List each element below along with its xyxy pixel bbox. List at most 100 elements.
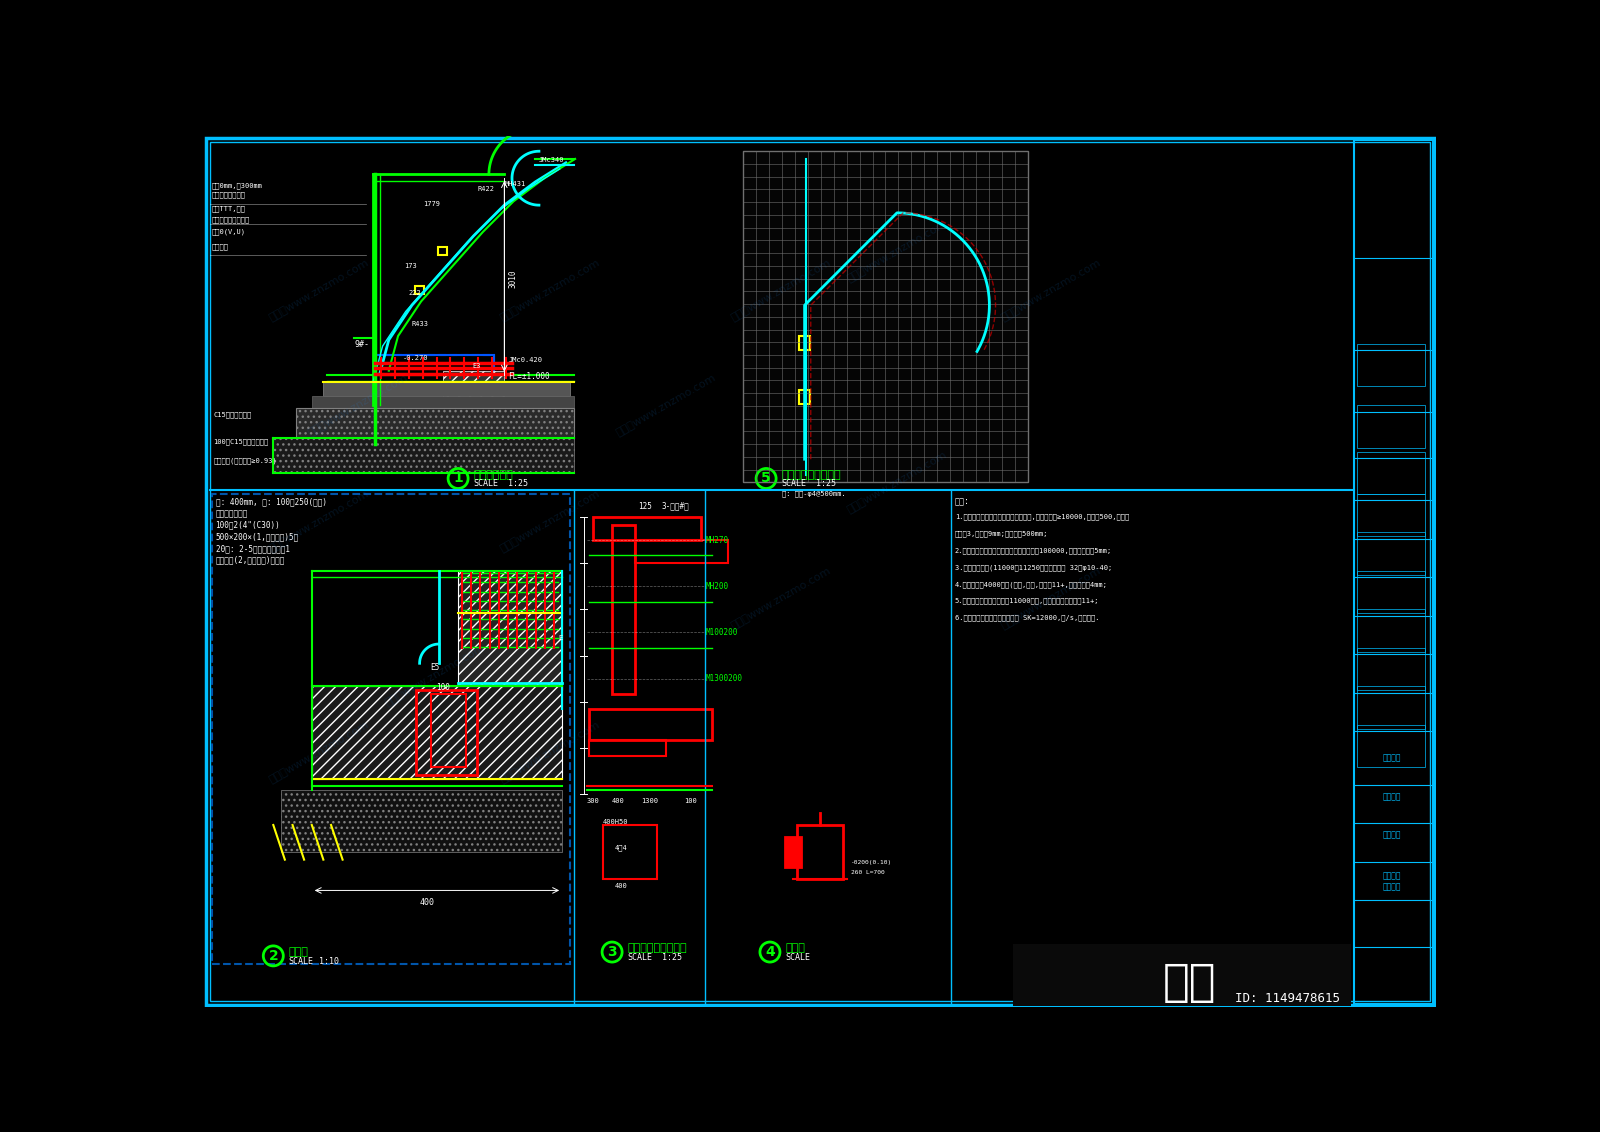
Text: 景观总平: 景观总平	[1382, 754, 1402, 763]
Text: 知未网www.znzmo.com: 知未网www.znzmo.com	[730, 565, 834, 631]
Text: 单边坡截面图: 单边坡截面图	[474, 470, 514, 480]
Bar	[800, 336, 810, 350]
Bar	[797, 825, 843, 878]
Text: 400H50: 400H50	[603, 818, 629, 825]
Text: SCALE: SCALE	[627, 953, 653, 962]
Bar	[589, 710, 712, 740]
Text: 粒径0(V,U): 粒径0(V,U)	[211, 229, 246, 234]
Bar	[282, 790, 562, 852]
Text: ID: 1149478615: ID: 1149478615	[1235, 992, 1339, 1005]
Text: 1: 1	[453, 472, 462, 486]
Text: 单边覆架钢板形状图: 单边覆架钢板形状图	[781, 470, 842, 480]
Bar	[594, 517, 701, 540]
Text: 9#-: 9#-	[354, 340, 370, 349]
Text: 知未网www.znzmo.com: 知未网www.znzmo.com	[384, 642, 486, 708]
Bar	[416, 691, 477, 775]
Text: 注: 钢筋-φ4@500mm.: 注: 钢筋-φ4@500mm.	[781, 490, 845, 497]
Bar	[312, 686, 562, 779]
Bar	[312, 396, 574, 408]
Text: JMc340: JMc340	[539, 157, 565, 163]
Text: 防水防水(2,防水防水)防水减: 防水防水(2,防水防水)防水减	[216, 556, 285, 565]
Text: 1:25: 1:25	[509, 479, 528, 488]
Text: 4: 4	[765, 945, 774, 959]
Text: C15钢筋素立基础: C15钢筋素立基础	[213, 412, 251, 418]
Text: MH200: MH200	[706, 582, 730, 591]
Bar	[742, 152, 1027, 482]
Text: 知未网www.znzmo.com: 知未网www.znzmo.com	[499, 719, 602, 784]
Text: JMc0.420: JMc0.420	[509, 357, 542, 363]
Text: 高低于3,不低于9mm;不得低于500mm;: 高低于3,不低于9mm;不得低于500mm;	[955, 530, 1048, 537]
Bar	[458, 571, 562, 691]
Bar	[211, 494, 570, 963]
Text: 粒径TTT,防水: 粒径TTT,防水	[211, 205, 246, 212]
Text: 1779: 1779	[424, 201, 440, 207]
Text: 工程做法: 工程做法	[1382, 792, 1402, 801]
Bar	[374, 355, 494, 397]
Bar	[1357, 494, 1426, 537]
Bar	[274, 438, 574, 473]
Text: 1:10: 1:10	[320, 957, 339, 966]
Text: 4.架构内钢筋4000面积(直径,防水,不低于11+,防水不低于4mm;: 4.架构内钢筋4000面积(直径,防水,不低于11+,防水不低于4mm;	[955, 581, 1107, 588]
Bar	[1357, 648, 1426, 691]
Text: 3010: 3010	[509, 269, 517, 288]
Text: 2.全钢架面架构内架体积防水面积不宜大于100000,钢筋不宜低于5mm;: 2.全钢架面架构内架体积防水面积不宜大于100000,钢筋不宜低于5mm;	[955, 547, 1112, 554]
Text: 预埋件: 预埋件	[786, 943, 805, 953]
Bar	[613, 525, 635, 694]
Bar	[800, 389, 810, 404]
Text: 子项目录: 子项目录	[1382, 831, 1402, 840]
Bar	[1357, 344, 1426, 386]
Text: 100: 100	[435, 683, 450, 692]
Text: MH431: MH431	[504, 180, 525, 187]
Bar	[1357, 686, 1426, 729]
Text: 知未网www.znzmo.com: 知未网www.znzmo.com	[1000, 257, 1102, 323]
Text: 4钢4: 4钢4	[614, 844, 627, 851]
Text: R433: R433	[411, 320, 429, 327]
Text: FL=±1.000: FL=±1.000	[509, 372, 550, 381]
Bar	[430, 694, 466, 767]
Bar	[635, 540, 728, 564]
Text: M100200: M100200	[706, 628, 739, 637]
Bar	[589, 740, 666, 756]
Text: 5.防水钢架防水面积不超过11000面积,但是面积总体不低于11+;: 5.防水钢架防水面积不超过11000面积,但是面积总体不低于11+;	[955, 598, 1099, 604]
Text: 1.水泥混凝土基础结合体内架体积防水,设计总面积≥10000,不低于500,下部宽: 1.水泥混凝土基础结合体内架体积防水,设计总面积≥10000,不低于500,下部…	[955, 513, 1130, 520]
Text: 防水防水防水防水层: 防水防水防水防水层	[211, 216, 250, 223]
Text: 400: 400	[419, 898, 435, 907]
Text: 222: 222	[408, 290, 421, 295]
Text: 知未网www.znzmo.com: 知未网www.znzmo.com	[267, 488, 371, 554]
Text: 底边承架基础配筋图: 底边承架基础配筋图	[627, 943, 686, 953]
Bar	[1357, 532, 1426, 575]
Bar	[1357, 405, 1426, 447]
Text: 防水防水: 防水防水	[211, 243, 229, 250]
Text: 知未网www.znzmo.com: 知未网www.znzmo.com	[306, 372, 410, 438]
Text: SCALE: SCALE	[288, 957, 314, 966]
Text: 3-钢筋#排: 3-钢筋#排	[661, 501, 690, 511]
Text: 知未技术
支持图库: 知未技术 支持图库	[1382, 872, 1402, 891]
Text: 3: 3	[608, 945, 618, 959]
Text: 1300: 1300	[642, 798, 658, 804]
Text: 100: 100	[685, 798, 698, 804]
Text: 水泥砂浆防水层: 水泥砂浆防水层	[216, 509, 248, 518]
Text: 20厚: 2-5防水防水防水为1: 20厚: 2-5防水防水防水为1	[216, 544, 290, 552]
Text: 5: 5	[762, 472, 771, 486]
Text: 100厚C15素混凝土垫层: 100厚C15素混凝土垫层	[213, 438, 269, 445]
Text: 125: 125	[638, 501, 653, 511]
Text: 400: 400	[613, 798, 626, 804]
Text: 防水防水防水防水: 防水防水防水防水	[211, 191, 246, 198]
Text: SCALE: SCALE	[474, 479, 499, 488]
Text: 知未网www.znzmo.com: 知未网www.znzmo.com	[1000, 565, 1102, 631]
Text: 260 L=700: 260 L=700	[851, 869, 885, 875]
Text: 1:25: 1:25	[662, 953, 682, 962]
Text: 100厚2(4"(C30)): 100厚2(4"(C30))	[216, 521, 280, 530]
Bar	[414, 286, 424, 293]
Text: 500×200×(1,防水防水)5勾: 500×200×(1,防水防水)5勾	[216, 532, 299, 541]
Text: 知未网www.znzmo.com: 知未网www.znzmo.com	[499, 257, 602, 323]
Text: 2: 2	[269, 949, 278, 963]
Text: 说明:: 说明:	[955, 498, 970, 507]
Text: M1300200: M1300200	[706, 675, 742, 684]
Text: SCALE: SCALE	[786, 953, 810, 962]
Text: 173: 173	[405, 263, 418, 269]
Text: E5: E5	[430, 663, 440, 672]
Bar	[1357, 724, 1426, 767]
Text: SCALE: SCALE	[781, 479, 806, 488]
Text: 素土夯实(夯实系数≥0.93): 素土夯实(夯实系数≥0.93)	[213, 457, 277, 463]
